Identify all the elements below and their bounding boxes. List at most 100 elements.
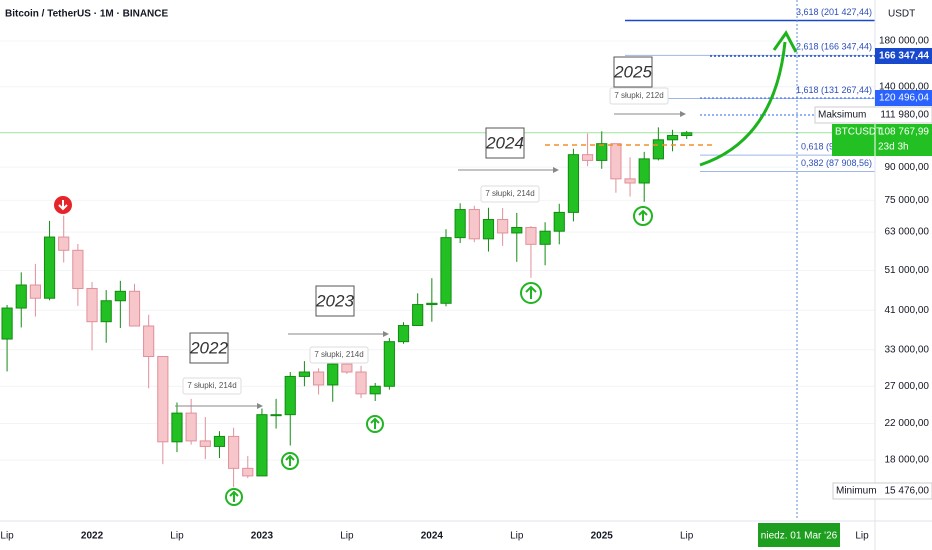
range-label: 7 słupki, 214d: [485, 189, 534, 198]
candle-body: [412, 304, 424, 327]
candle-body: [482, 219, 495, 240]
price-tag: [832, 482, 932, 500]
projection-arrow-head: [772, 30, 798, 53]
price-tag: [875, 90, 932, 106]
candle-body: [553, 211, 565, 232]
x-tick-label: 2024: [421, 531, 444, 542]
y-tick-label: 180 000,00: [879, 36, 929, 47]
candle-body: [270, 414, 282, 417]
year-label: 2022: [189, 338, 228, 357]
candle-body: [440, 237, 452, 304]
candle-body: [341, 363, 353, 373]
candle-body: [624, 178, 636, 184]
range-label: 7 słupki, 212d: [614, 91, 663, 100]
date-tag-label: niedz. 01 Mar '26: [761, 531, 838, 542]
price-tag-label: 108 767,99: [879, 127, 929, 138]
y-tick-label: 41 000,00: [885, 305, 930, 316]
candle-body: [468, 209, 480, 240]
fib-label: 2,618 (166 347,44): [796, 42, 872, 52]
candle-body: [610, 143, 622, 180]
x-tick-label: 2023: [251, 531, 274, 542]
candle-body: [383, 341, 395, 387]
x-tick-label: 2025: [591, 531, 614, 542]
y-tick-label: 63 000,00: [885, 227, 930, 238]
fib-label: 3,618 (201 427,44): [796, 7, 872, 17]
candle-body: [681, 132, 693, 137]
sell-marker: [54, 196, 72, 214]
candle-body: [242, 467, 254, 477]
range-label: 7 słupki, 214d: [187, 381, 236, 390]
x-tick-label: 2022: [81, 531, 104, 542]
candle-body: [497, 219, 509, 234]
year-label: 2025: [613, 62, 652, 81]
y-tick-label: 33 000,00: [885, 344, 930, 355]
candle-body: [228, 435, 240, 469]
y-tick-label: 75 000,00: [885, 195, 930, 206]
candle-body: [666, 135, 679, 141]
y-tick-label: 22 000,00: [885, 418, 930, 429]
candle-body: [100, 300, 112, 323]
candle-body: [596, 143, 608, 161]
price-tag-name: BTCUSDT: [835, 127, 882, 138]
price-tag-label: 111 980,00: [880, 110, 929, 121]
price-tag-name: Minimum: [836, 486, 877, 497]
candle-body: [213, 435, 226, 447]
y-tick-label: 27 000,00: [885, 381, 930, 392]
candle-body: [29, 284, 41, 299]
x-tick-label: Lip: [510, 531, 524, 542]
year-box: [315, 285, 355, 317]
candle-body: [426, 302, 438, 306]
range-box: [182, 377, 242, 395]
year-box: [189, 332, 229, 364]
x-tick-label: Lip: [0, 531, 14, 542]
price-tag: [814, 106, 932, 124]
price-tag-label: 120 496,04: [879, 93, 929, 104]
year-box: [613, 56, 653, 88]
x-tick-label: Lip: [680, 531, 694, 542]
candle-body: [15, 284, 27, 309]
fib-label: 1,618 (131 267,44): [796, 85, 872, 95]
range-label: 7 słupki, 214d: [314, 350, 363, 359]
y-tick-label: 90 000,00: [885, 162, 930, 173]
plot-area: 3,618 (201 427,44) 2,618 (166 347,44) 1,61…: [0, 7, 875, 488]
year-label: 2024: [485, 133, 524, 152]
candle-body: [128, 290, 141, 327]
candle-body: [43, 236, 56, 299]
candle-body: [298, 371, 311, 377]
candle-body: [199, 440, 211, 447]
candle-body: [284, 375, 296, 416]
price-tag: [832, 124, 932, 156]
candle-body: [369, 385, 381, 395]
candle-body: [638, 158, 650, 184]
candle-body: [355, 371, 367, 395]
range-box: [480, 185, 540, 203]
candle-body: [327, 363, 339, 386]
chart-title: Bitcoin / TetherUS · 1M · BINANCE: [5, 9, 168, 20]
candle-body: [539, 230, 551, 245]
x-tick-label: Lip: [340, 531, 354, 542]
year-box: [485, 127, 525, 159]
candle-body: [581, 154, 594, 161]
range-box: [309, 346, 369, 364]
candle-body: [312, 371, 325, 386]
price-tag-name: Maksimum: [818, 110, 866, 121]
candle-body: [58, 236, 70, 251]
candle-body: [114, 290, 126, 302]
x-tick-label: Lip: [170, 531, 184, 542]
candle-body: [86, 288, 98, 323]
price-tag-label: 15 476,00: [885, 486, 930, 497]
candle-body: [397, 325, 410, 343]
candle-body: [185, 412, 197, 442]
range-box: [609, 87, 669, 105]
candle-body: [454, 209, 466, 239]
buy-marker: [225, 206, 653, 506]
y-tick-label: 51 000,00: [885, 265, 930, 276]
fib-label: 0,382 (87 908,56): [801, 158, 872, 168]
y-tick-label: 140 000,00: [879, 81, 929, 92]
countdown: 23d 3h: [878, 142, 909, 153]
candle-body: [157, 356, 169, 443]
x-tick-label: Lip: [855, 531, 869, 542]
candle-body: [256, 414, 268, 477]
projection-arrow: [699, 41, 787, 167]
